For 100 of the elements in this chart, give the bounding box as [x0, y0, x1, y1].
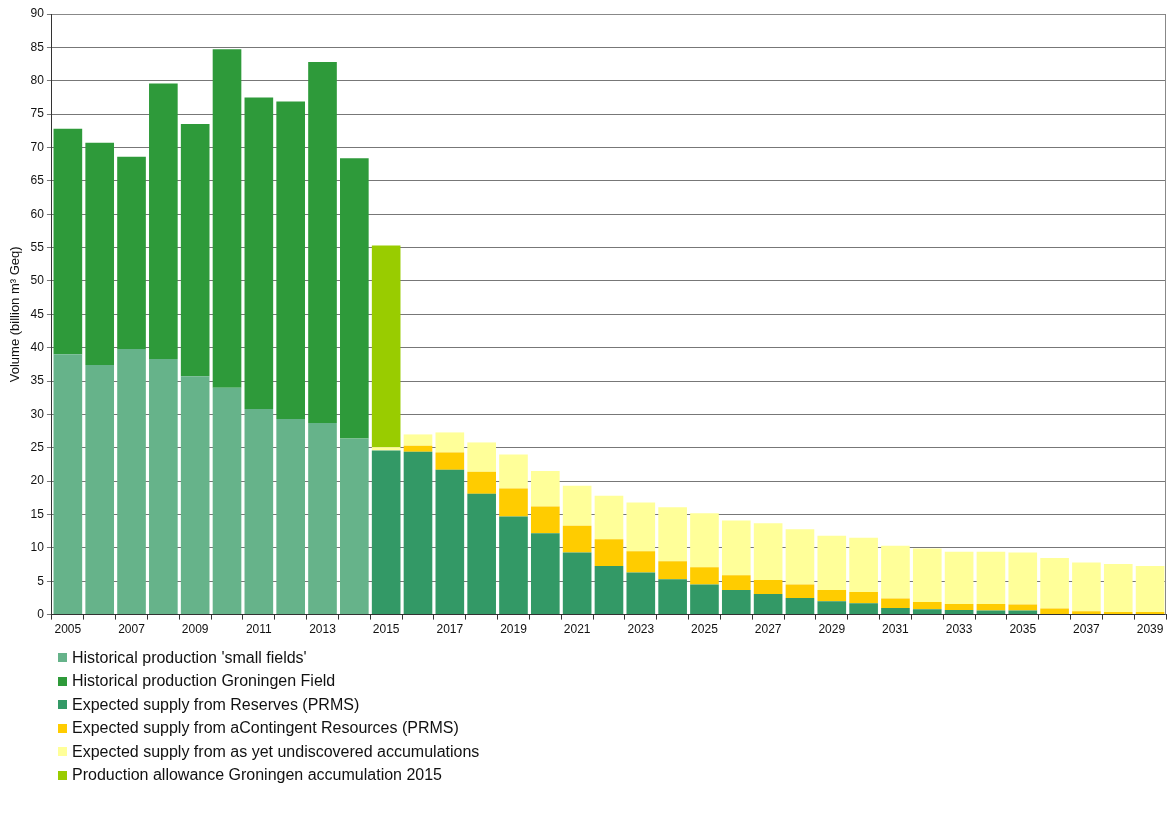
bar	[1072, 562, 1101, 612]
y-tick-label: 90	[30, 6, 45, 21]
y-tick-label: 55	[30, 239, 45, 254]
y-tick-label: 25	[30, 440, 45, 455]
bar	[435, 432, 465, 453]
bar	[881, 598, 910, 608]
bar	[881, 545, 910, 599]
bar	[530, 506, 560, 534]
bar	[244, 409, 274, 615]
bar	[753, 579, 783, 594]
bar	[53, 128, 83, 355]
bar	[626, 551, 656, 573]
bar	[149, 83, 178, 360]
bar	[467, 442, 496, 472]
bar	[658, 579, 687, 615]
y-tick-label: 40	[30, 339, 45, 354]
y-tick-label: 85	[30, 39, 45, 54]
bar	[180, 124, 210, 377]
bar	[690, 567, 719, 585]
y-tick-label: 0	[37, 606, 45, 621]
bar	[944, 609, 974, 615]
bar	[149, 359, 178, 615]
bar	[117, 349, 146, 615]
x-tick-label: 2037	[1073, 622, 1101, 637]
bar	[944, 603, 974, 610]
bar	[308, 62, 337, 424]
bar	[403, 445, 433, 452]
bar	[371, 245, 401, 448]
bar	[817, 535, 847, 590]
bar	[1040, 608, 1069, 615]
bar	[276, 101, 305, 420]
bar	[340, 158, 369, 439]
bar	[785, 597, 815, 615]
bar	[785, 529, 815, 585]
bar	[180, 376, 210, 615]
bar	[1008, 552, 1038, 605]
bar	[849, 537, 878, 592]
bar	[85, 365, 115, 615]
legend-label: Production allowance Groningen accumulation 2015	[72, 766, 443, 785]
bar	[562, 485, 592, 526]
bar	[753, 523, 783, 580]
bar	[690, 584, 719, 615]
bar	[340, 438, 369, 615]
bar	[562, 525, 592, 553]
x-tick-label: 2027	[754, 622, 782, 637]
bar	[530, 471, 560, 507]
bar	[1008, 604, 1038, 611]
x-tick-label: 2017	[436, 622, 464, 637]
x-tick-label: 2013	[309, 622, 337, 637]
x-tick-label: 2009	[181, 622, 209, 637]
y-tick-label: 65	[30, 173, 45, 188]
bar	[817, 601, 847, 615]
y-tick-label: 5	[37, 573, 45, 588]
legend-label: Historical production Groningen Field	[72, 672, 336, 691]
legend-label: Historical production 'small fields'	[72, 648, 307, 667]
legend-label: Expected supply from Reserves (PRMS)	[72, 695, 360, 714]
bar	[499, 488, 528, 517]
bar	[976, 551, 1006, 604]
bar	[276, 419, 305, 615]
x-tick-label: 2007	[118, 622, 146, 637]
bar	[881, 607, 910, 615]
bar	[785, 584, 815, 598]
bar	[85, 142, 115, 366]
bar	[562, 552, 592, 615]
bar	[690, 513, 719, 568]
bar	[499, 516, 528, 615]
x-tick-label: 2011	[245, 622, 273, 637]
bar	[1103, 563, 1133, 612]
bar	[467, 493, 496, 615]
bar	[817, 589, 847, 602]
bar	[1135, 565, 1165, 612]
bar	[721, 520, 751, 576]
bar	[594, 539, 624, 566]
x-tick-label: 2039	[1136, 622, 1164, 637]
bar	[912, 601, 942, 610]
y-tick-label: 80	[30, 73, 45, 88]
y-tick-label: 30	[30, 406, 45, 421]
y-tick-label: 75	[30, 106, 45, 121]
bar	[212, 49, 242, 388]
bar	[944, 551, 974, 604]
bar	[594, 565, 624, 615]
y-tick-label: 20	[30, 473, 45, 488]
bar	[403, 434, 433, 446]
y-tick-label: 50	[30, 273, 45, 288]
bar	[721, 575, 751, 590]
y-tick-label: 15	[30, 506, 45, 521]
bar	[849, 591, 878, 604]
bar	[244, 97, 274, 410]
bar	[530, 533, 560, 615]
y-axis-title: Volume (billion m³ Geq)	[7, 246, 23, 383]
x-tick-label: 2019	[500, 622, 528, 637]
legend-label: Expected supply from as yet undiscovered accumulations	[72, 742, 480, 761]
bar	[976, 603, 1006, 611]
bar	[626, 502, 656, 552]
bar	[658, 507, 687, 562]
x-tick-label: 2031	[882, 622, 910, 637]
x-tick-label: 2025	[691, 622, 719, 637]
y-tick-label: 60	[30, 206, 45, 221]
bar	[435, 469, 465, 615]
bar	[594, 495, 624, 540]
